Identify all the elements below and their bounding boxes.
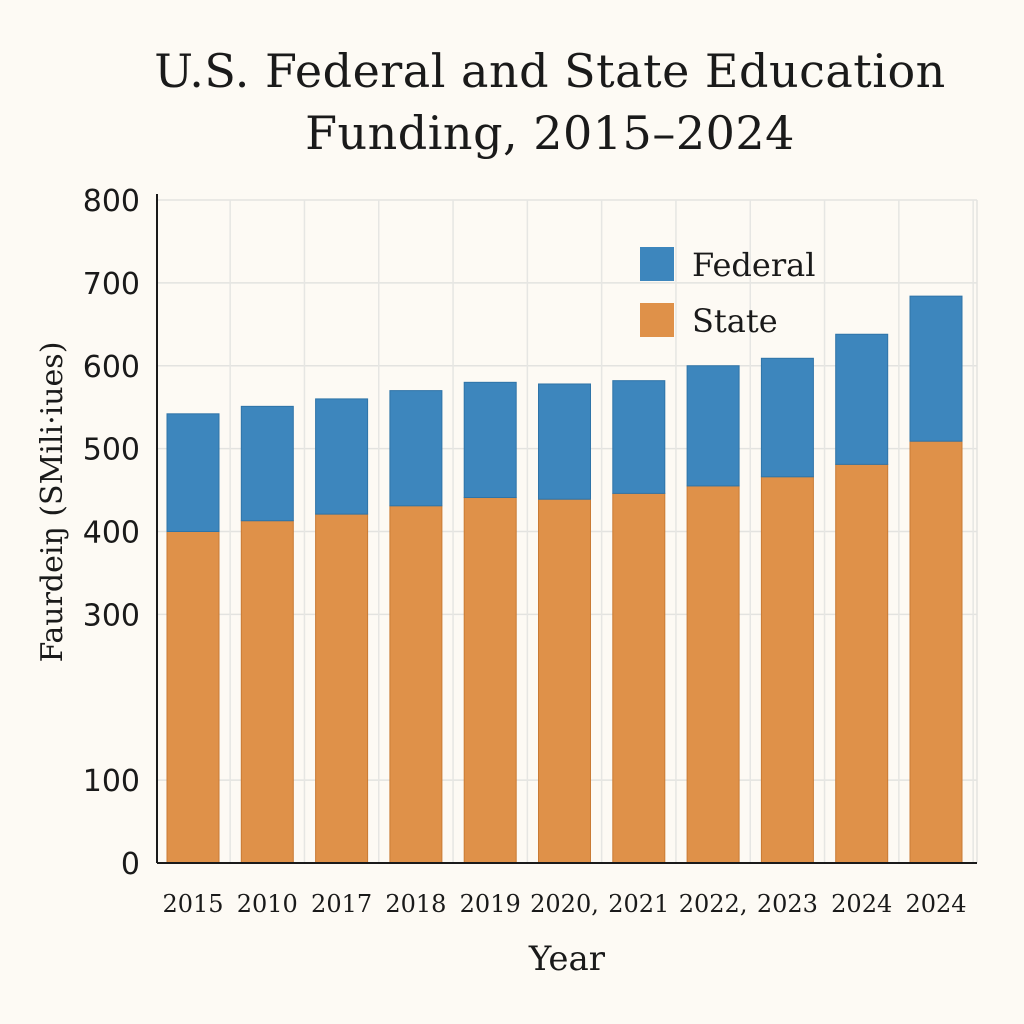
- bar-federal-0: [166, 413, 220, 533]
- legend-label-state: State: [692, 302, 778, 340]
- bar-state-5: [538, 498, 591, 864]
- bar-federal-7: [686, 365, 740, 487]
- legend: Federal State: [640, 246, 815, 340]
- x-tick-label-4: 2019: [460, 890, 521, 918]
- bar-state-2: [315, 513, 369, 864]
- bar-federal-8: [760, 357, 814, 478]
- y-tick-label-1: 100: [83, 764, 140, 799]
- x-tick-label-8: 2023: [757, 890, 818, 918]
- bar-state-8: [760, 476, 814, 864]
- y-tick-label-7: 800: [83, 184, 140, 219]
- y-tick-label-6: 700: [83, 267, 140, 302]
- legend-label-federal: Federal: [692, 246, 815, 284]
- x-axis-title: Year: [528, 939, 606, 979]
- chart-title-line-1: U.S. Federal and State Education: [154, 44, 946, 98]
- bar-federal-10: [909, 295, 963, 442]
- y-axis-title: Faurdeiŋ (SMili·iues): [35, 342, 70, 663]
- x-tick-label-10: 2024: [905, 890, 966, 918]
- bar-federal-9: [835, 333, 889, 465]
- y-tick-label-2: 300: [83, 598, 140, 633]
- y-tick-label-4: 500: [83, 433, 140, 468]
- legend-swatch-federal: [640, 247, 674, 281]
- x-tick-label-3: 2018: [385, 890, 446, 918]
- x-tick-label-2: 2017: [311, 890, 372, 918]
- y-tick-label-5: 600: [83, 350, 140, 385]
- chart-title: U.S. Federal and State Education Funding…: [0, 40, 1024, 164]
- bar-state-9: [835, 463, 889, 864]
- x-tick-label-7: 2022,: [679, 890, 748, 918]
- bar-federal-2: [315, 398, 369, 515]
- ticks-layer: 2015 2010 2017 2018 2019 2020, 2021 2022, 2023 20…: [83, 184, 967, 918]
- x-tick-label-5: 2020,: [530, 890, 599, 918]
- bar-federal-1: [240, 405, 294, 522]
- bar-state-6: [612, 492, 666, 864]
- x-tick-label-9: 2024: [831, 890, 892, 918]
- axes-layer: [156, 194, 977, 864]
- bar-state-7: [686, 485, 740, 864]
- x-tick-label-6: 2021: [608, 890, 669, 918]
- bar-state-0: [166, 531, 220, 864]
- chart-title-line-2: Funding, 2015–2024: [305, 106, 795, 160]
- bars-layer: [166, 295, 963, 864]
- bar-state-3: [389, 505, 443, 864]
- bar-state-10: [909, 440, 963, 864]
- x-tick-label-0: 2015: [162, 890, 223, 918]
- legend-swatch-state: [640, 303, 674, 337]
- grid-layer: [157, 199, 978, 863]
- y-tick-label-3: 400: [83, 516, 140, 551]
- x-tick-label-1: 2010: [237, 890, 298, 918]
- bar-federal-6: [612, 380, 666, 494]
- bar-state-1: [240, 520, 294, 864]
- bar-federal-5: [538, 383, 591, 500]
- bar-state-4: [463, 497, 517, 864]
- y-tick-label-0: 0: [121, 847, 140, 882]
- bar-federal-3: [389, 390, 443, 507]
- bar-federal-4: [463, 381, 517, 499]
